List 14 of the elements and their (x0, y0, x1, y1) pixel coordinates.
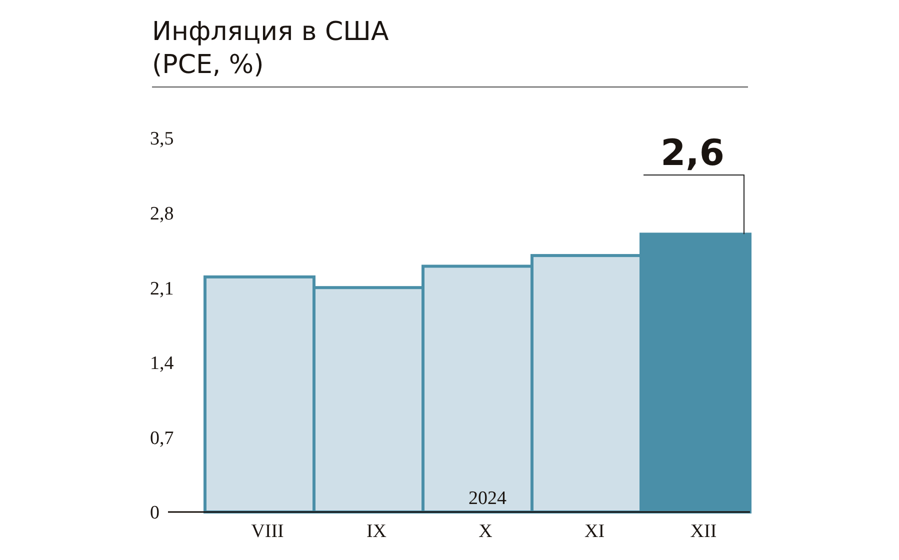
x-tick-label: XII (690, 521, 717, 542)
annotation: 2024 (468, 488, 507, 509)
data-label: 2,6 (660, 133, 724, 174)
x-tick-label: X (478, 521, 493, 542)
x-tick-label: IX (366, 521, 387, 542)
x-tick-label: VIII (251, 521, 284, 542)
y-tick-label: 0,7 (150, 428, 174, 449)
y-tick-label: 1,4 (150, 353, 174, 374)
y-tick-label: 2,8 (150, 203, 174, 224)
y-tick-label: 2,1 (150, 278, 174, 300)
x-tick-label: XI (584, 521, 605, 542)
y-tick-label: 3,5 (150, 128, 174, 150)
y-tick-label: 0 (150, 502, 160, 524)
chart-title: Инфляция в США (PCE, %) (152, 17, 389, 80)
